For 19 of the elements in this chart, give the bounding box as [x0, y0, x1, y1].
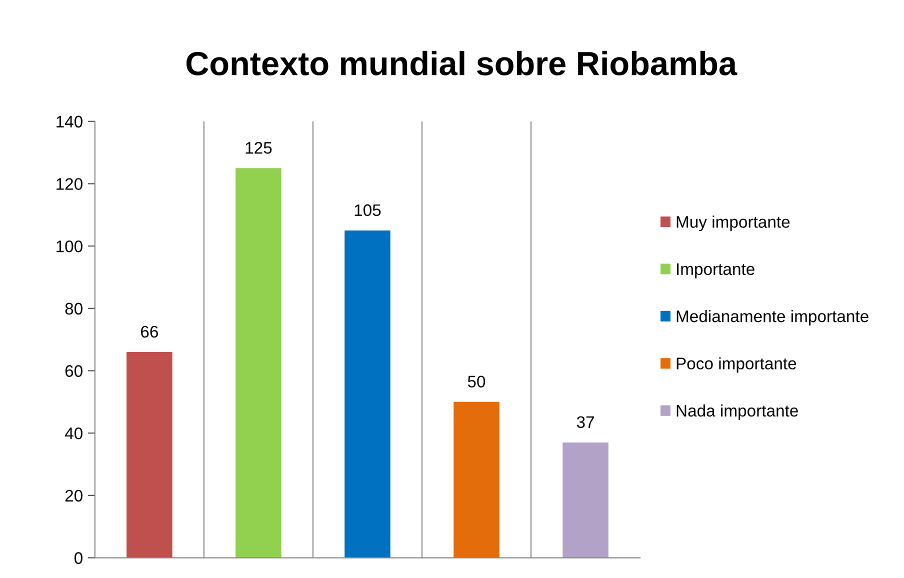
- y-tick-label: 60: [65, 365, 82, 377]
- legend-label: Nada importante: [676, 404, 798, 420]
- y-tick-label: 140: [56, 116, 82, 128]
- y-tick-label: 120: [56, 178, 82, 190]
- legend-label: Muy importante: [676, 216, 790, 232]
- y-tick-label: 100: [56, 240, 82, 252]
- y-tick-label: 20: [65, 490, 82, 502]
- y-tick-label: 0: [74, 552, 82, 564]
- legend-label: Medianamente importante: [676, 310, 868, 326]
- y-tick-label: 40: [64, 427, 82, 440]
- legend-label: Importante: [677, 263, 754, 278]
- data-label: 66: [141, 326, 158, 338]
- data-label: 50: [468, 376, 486, 388]
- y-tick-label: 80: [65, 302, 82, 315]
- data-label: 125: [246, 142, 272, 154]
- data-label: 105: [354, 204, 381, 216]
- chart-title: Contexto mundial sobre Riobamba: [186, 50, 738, 76]
- legend-label: Poco importante: [676, 357, 796, 373]
- data-label: 37: [576, 416, 594, 428]
